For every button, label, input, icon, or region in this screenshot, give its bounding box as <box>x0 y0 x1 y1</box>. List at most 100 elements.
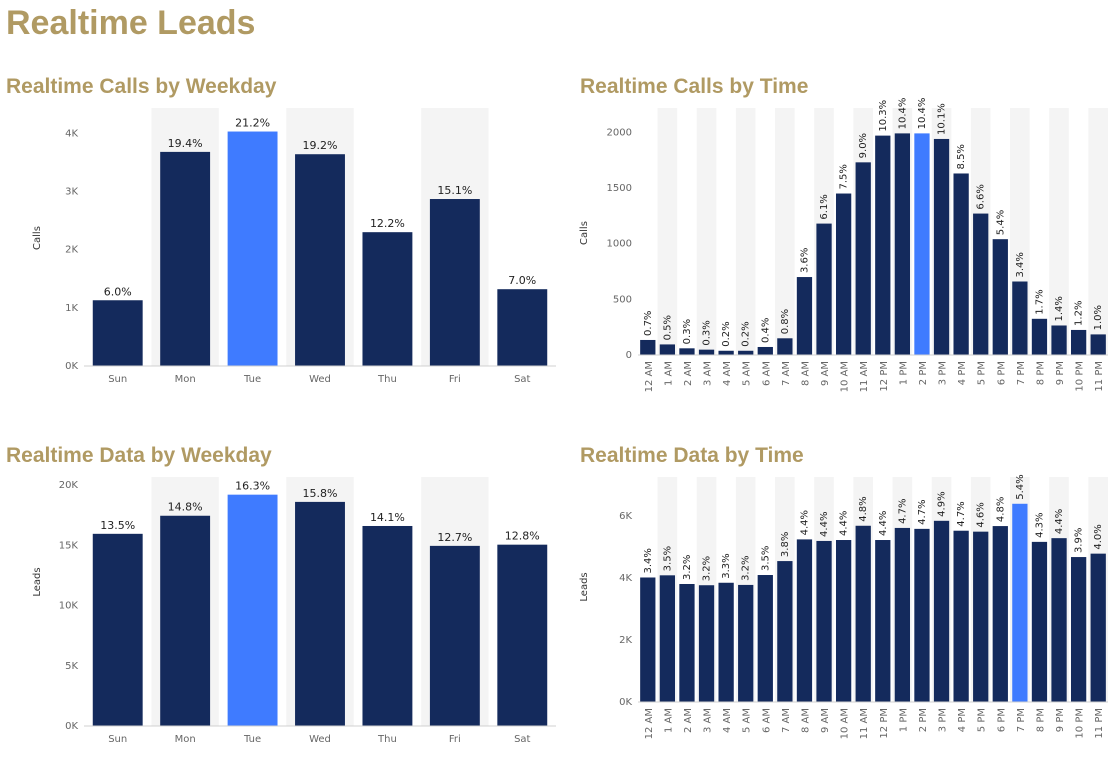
x-tick-label: 10 PM <box>1075 361 1086 392</box>
data-label: 3.8% <box>780 532 791 557</box>
data-label: 4.4% <box>839 511 850 536</box>
x-tick-label: 12 AM <box>644 361 655 392</box>
x-tick-label: 2 PM <box>918 361 929 385</box>
bar <box>914 528 930 702</box>
data-by-time-title: Realtime Data by Time <box>580 444 804 467</box>
x-tick-label: 3 AM <box>703 361 714 386</box>
data-label: 10.1% <box>937 103 948 135</box>
data-label: 5.4% <box>995 210 1006 235</box>
data-label: 3.3% <box>721 553 732 578</box>
x-tick-label: Sat <box>514 734 530 745</box>
data-label: 10.4% <box>897 98 908 130</box>
x-tick-label: Wed <box>309 734 331 745</box>
data-label: 3.4% <box>1015 252 1026 277</box>
x-tick-label: 10 AM <box>840 361 851 392</box>
x-tick-label: 4 AM <box>722 361 733 386</box>
data-label: 3.5% <box>760 546 771 571</box>
x-tick-label: Wed <box>309 374 331 385</box>
x-tick-label: Tue <box>243 374 261 385</box>
x-tick-label: 11 AM <box>859 708 870 739</box>
data-by-weekday-chart: Leads 0K 5K 10K 15K 20K 13.5% Sun 14.8% Mon 16.3% T… <box>32 477 556 745</box>
bar <box>698 585 715 702</box>
data-label: 3.2% <box>702 556 713 581</box>
x-tick-label: Fri <box>449 374 461 385</box>
x-tick-label: 5 PM <box>977 361 988 385</box>
bar <box>698 349 715 355</box>
bar <box>1012 281 1028 355</box>
bar <box>160 151 211 366</box>
x-tick-label: 6 AM <box>761 708 772 733</box>
bar <box>160 515 211 726</box>
data-label: 0.3% <box>702 320 713 345</box>
bar <box>855 162 871 355</box>
y-tick-label: 2000 <box>607 127 632 138</box>
calls-by-weekday-title: Realtime Calls by Weekday <box>6 75 277 98</box>
data-label: 10.4% <box>917 98 928 130</box>
bar <box>497 289 548 366</box>
bar <box>757 346 773 355</box>
bar <box>777 338 793 355</box>
background-band <box>775 108 795 355</box>
data-label: 19.2% <box>303 139 338 152</box>
y-tick-label: 0K <box>619 697 632 708</box>
bar <box>227 131 278 366</box>
y-tick-label: 4K <box>619 573 632 584</box>
bar <box>362 232 413 366</box>
x-tick-label: 10 AM <box>840 708 851 739</box>
bar <box>953 530 969 702</box>
data-label: 4.0% <box>1093 524 1104 549</box>
bar <box>933 520 950 702</box>
x-tick-label: 11 AM <box>859 361 870 392</box>
x-tick-label: 7 AM <box>781 708 792 733</box>
bar <box>933 138 950 355</box>
x-tick-label: 4 PM <box>957 361 968 385</box>
y-tick-label: 1K <box>65 303 78 314</box>
data-label: 3.9% <box>1074 528 1085 553</box>
x-tick-label: 1 AM <box>663 708 674 733</box>
data-label: 8.5% <box>956 144 967 169</box>
x-tick-label: 6 PM <box>996 361 1007 385</box>
data-label: 4.4% <box>819 512 830 537</box>
bar <box>1051 538 1067 702</box>
data-label: 12.2% <box>370 217 405 230</box>
x-tick-label: Sat <box>514 374 530 385</box>
y-tick-label: 6K <box>619 511 632 522</box>
bar <box>429 199 480 366</box>
data-label: 4.7% <box>956 501 967 526</box>
data-label: 0.8% <box>780 309 791 334</box>
data-by-time-chart: Leads 0K 2K 4K 6K 3.4% 12 AM 3.5% 1 AM 3.2% 2 AM 3.… <box>579 474 1108 739</box>
x-tick-label: 3 PM <box>938 361 949 385</box>
data-label: 3.6% <box>799 248 810 273</box>
bar <box>295 501 345 726</box>
bar <box>973 531 989 702</box>
bar <box>679 348 695 355</box>
background-band <box>735 108 756 355</box>
bar <box>295 154 345 366</box>
bar <box>953 173 969 355</box>
x-tick-label: 12 PM <box>879 361 890 392</box>
calls-by-time-title: Realtime Calls by Time <box>580 75 809 98</box>
x-tick-label: 11 PM <box>1094 708 1105 739</box>
x-tick-label: Mon <box>175 734 196 745</box>
x-tick-label: 6 PM <box>996 708 1007 732</box>
data-label: 10.3% <box>878 100 889 132</box>
x-tick-label: 12 AM <box>644 708 655 739</box>
x-tick-label: 8 AM <box>800 708 811 733</box>
y-tick-label: 1000 <box>607 239 632 250</box>
y-tick-label: 20K <box>59 480 79 491</box>
bar <box>973 213 989 355</box>
y-tick-label: 0K <box>65 361 78 372</box>
data-label: 1.4% <box>1054 296 1065 321</box>
bar <box>738 350 754 355</box>
x-tick-label: 5 PM <box>977 708 988 732</box>
x-tick-label: 5 AM <box>742 708 753 733</box>
x-tick-label: 3 AM <box>703 708 714 733</box>
bar <box>1070 557 1087 702</box>
y-tick-label: 4K <box>65 128 78 139</box>
page-title: Realtime Leads <box>6 4 256 42</box>
y-axis-title: Calls <box>579 221 590 245</box>
y-axis-title: Leads <box>579 572 590 601</box>
data-label: 1.0% <box>1093 305 1104 330</box>
x-tick-label: 12 PM <box>879 708 890 739</box>
bar <box>718 350 734 355</box>
